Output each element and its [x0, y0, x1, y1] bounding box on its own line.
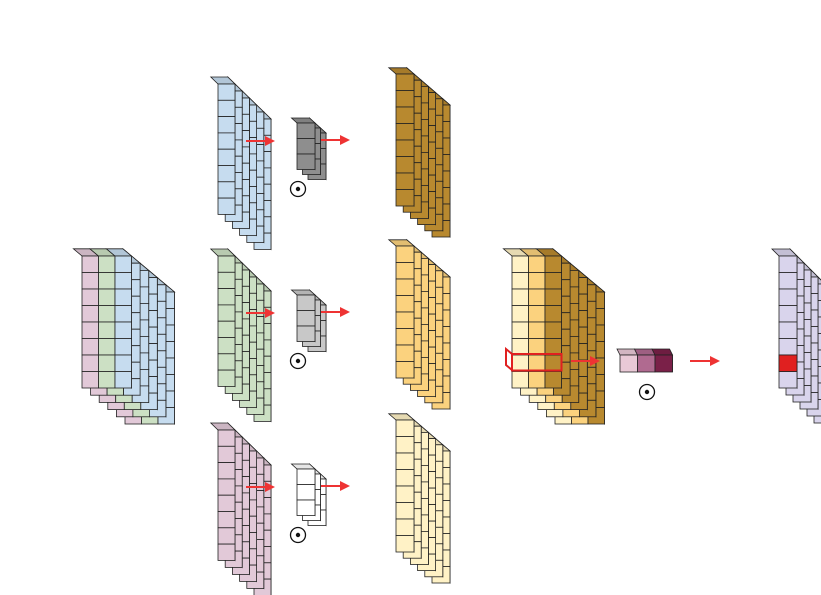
selected-pixel-highlight-side: [505, 346, 513, 371]
arrow-input-to-kernel-2: [246, 308, 275, 318]
arrow-weights-to-output: [690, 356, 720, 366]
arrow-kernel-to-output-2: [321, 307, 350, 317]
branch-input-blue: [209, 76, 272, 251]
operator-symbol-weights: ⊙: [638, 383, 656, 401]
arrow-input-to-kernel-1: [246, 136, 275, 146]
kernel-3: [290, 463, 328, 527]
arrow-kernel-to-output-3: [321, 481, 350, 491]
branch-output-1: [387, 66, 452, 238]
branch-input-green: [209, 248, 272, 423]
arrow-input-to-kernel-3: [246, 482, 275, 492]
input-feature-map: [72, 247, 176, 425]
channel-weight-vector: [616, 348, 674, 373]
final-output-map: [771, 248, 821, 424]
operator-symbol-1: ⊙: [289, 180, 307, 198]
kernel-1: [290, 117, 328, 181]
branch-output-2: [387, 238, 452, 410]
kernel-2: [290, 289, 328, 353]
final-output-highlight-pixel: [778, 354, 798, 372]
merged-feature-map: [502, 247, 606, 425]
operator-symbol-2: ⊙: [289, 352, 307, 370]
branch-output-3: [387, 412, 452, 584]
branch-input-pink: [209, 422, 272, 595]
operator-symbol-3: ⊙: [289, 526, 307, 544]
arrow-merged-to-weights: [571, 356, 600, 366]
arrow-kernel-to-output-1: [321, 135, 350, 145]
selected-pixel-highlight: [511, 353, 563, 372]
